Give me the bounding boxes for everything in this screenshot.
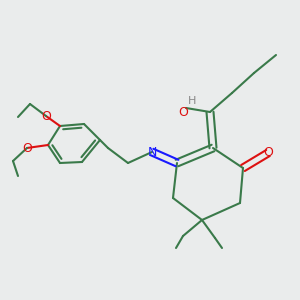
Text: O: O: [22, 142, 32, 154]
Text: H: H: [188, 96, 196, 106]
Text: N: N: [147, 146, 157, 158]
Text: O: O: [178, 106, 188, 119]
Text: O: O: [41, 110, 51, 122]
Text: O: O: [263, 146, 273, 160]
